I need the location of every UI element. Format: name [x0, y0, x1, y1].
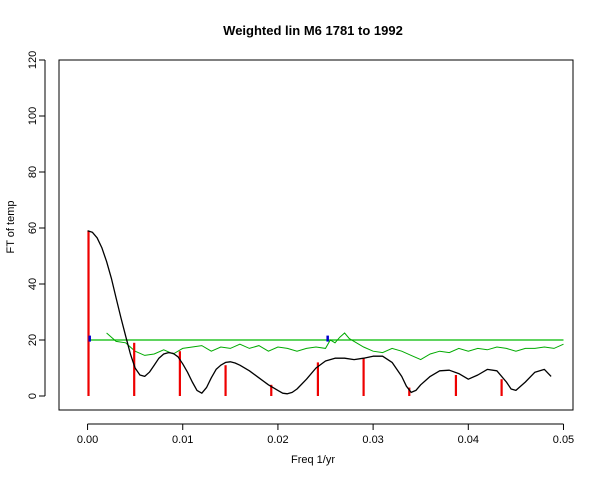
y-tick-label: 80 [27, 166, 39, 178]
y-tick-label: 40 [27, 278, 39, 290]
y-tick-label: 20 [27, 334, 39, 346]
plot-area [87, 230, 564, 396]
x-tick-label: 0.04 [458, 434, 479, 446]
x-tick-label: 0.05 [553, 434, 574, 446]
x-tick-label: 0.02 [267, 434, 288, 446]
y-axis: 0 20 40 60 80 100 120 [27, 51, 46, 399]
noise-series-line [106, 332, 564, 361]
y-tick-label: 120 [27, 51, 39, 69]
blue-marker [88, 335, 91, 342]
y-tick-label: 100 [27, 107, 39, 125]
x-axis-label: Freq 1/yr [291, 454, 335, 466]
x-tick-label: 0.00 [77, 434, 98, 446]
blue-marker [326, 335, 329, 342]
y-axis-label: FT of temp [5, 201, 17, 254]
ft-series-line [87, 230, 552, 395]
y-tick-label: 60 [27, 222, 39, 234]
y-tick-label: 0 [27, 393, 39, 399]
x-tick-label: 0.03 [362, 434, 383, 446]
chart-title: Weighted lin M6 1781 to 1992 [223, 23, 403, 38]
plot-frame [58, 59, 574, 411]
x-tick-label: 0.01 [172, 434, 193, 446]
x-axis: 0.00 0.01 0.02 0.03 0.04 0.05 [77, 423, 574, 446]
